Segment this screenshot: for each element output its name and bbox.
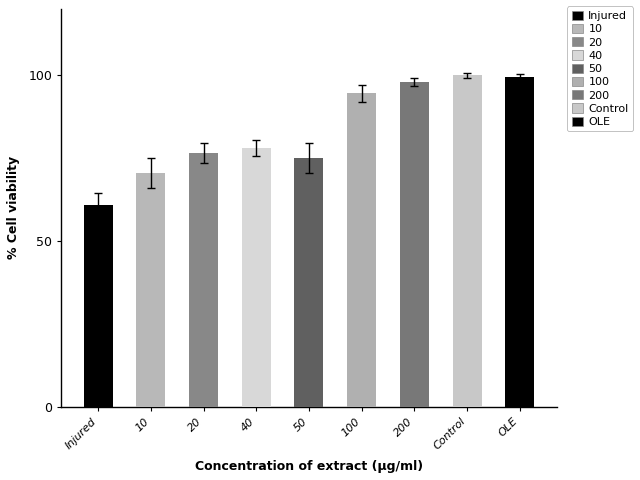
- Bar: [400, 82, 429, 407]
- Bar: [242, 148, 271, 407]
- Bar: [347, 94, 376, 407]
- Bar: [505, 77, 534, 407]
- Bar: [452, 75, 481, 407]
- Bar: [136, 173, 165, 407]
- Bar: [84, 204, 113, 407]
- X-axis label: Concentration of extract (μg/ml): Concentration of extract (μg/ml): [195, 460, 423, 473]
- Bar: [294, 158, 323, 407]
- Y-axis label: % Cell viability: % Cell viability: [7, 156, 20, 260]
- Bar: [189, 153, 218, 407]
- Legend: Injured, 10, 20, 40, 50, 100, 200, Control, OLE: Injured, 10, 20, 40, 50, 100, 200, Contr…: [567, 6, 633, 132]
